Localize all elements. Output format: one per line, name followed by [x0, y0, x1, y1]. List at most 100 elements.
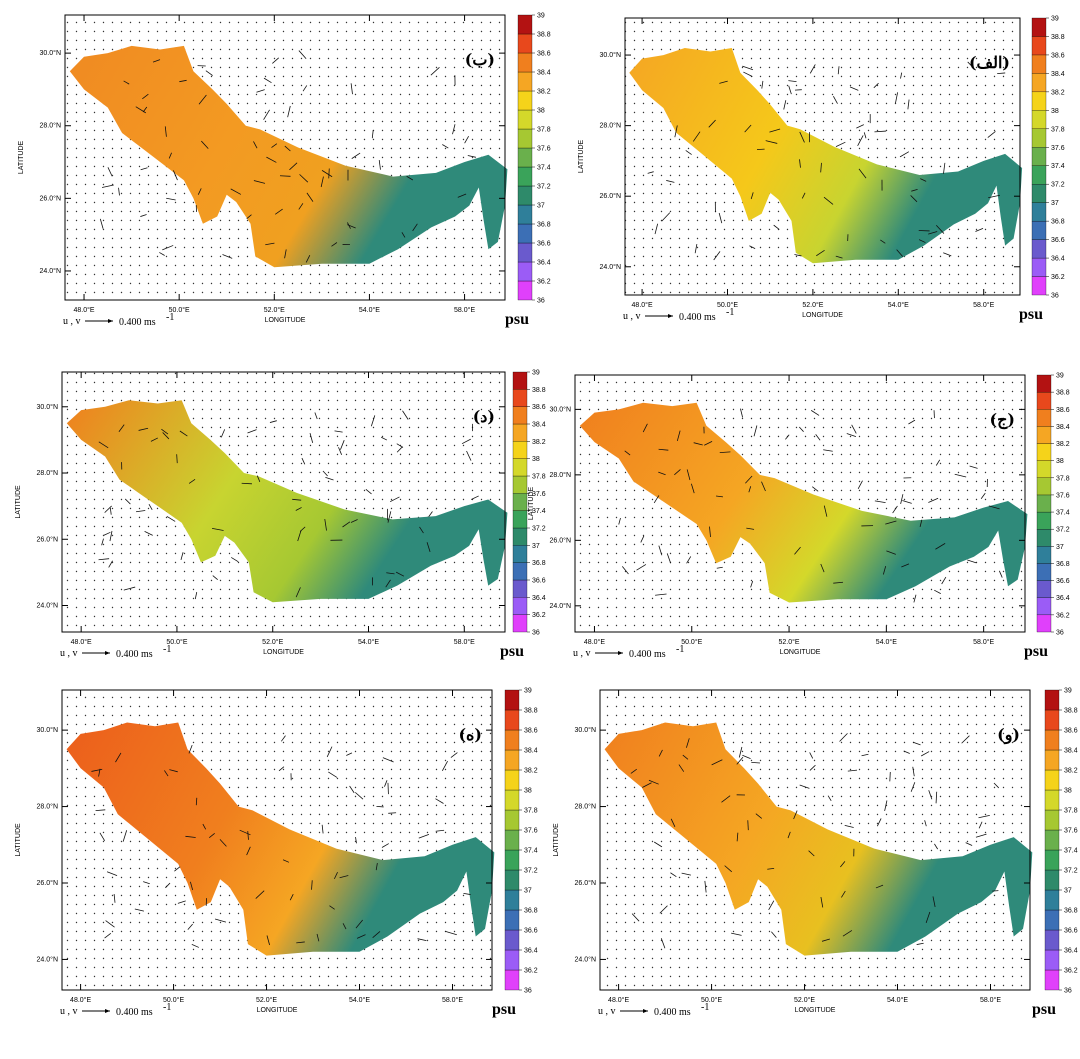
- colorbar-tick-label: 37: [537, 203, 545, 210]
- colorbar-segment: [1032, 129, 1046, 147]
- colorbar-tick-label: 37.8: [537, 127, 551, 134]
- colorbar-segment: [1037, 529, 1051, 546]
- colorbar-segment: [505, 850, 519, 870]
- colorbar-tick-label: 39: [1056, 373, 1064, 380]
- vector-key-components: u , v: [598, 1006, 616, 1017]
- vector-key-head: [105, 651, 110, 655]
- colorbar-tick-label: 37.6: [1064, 828, 1078, 835]
- panel-label: (ب): [465, 50, 495, 69]
- colorbar-segment: [1037, 598, 1051, 615]
- colorbar-segment: [1032, 184, 1046, 202]
- y-tick-label: 28.0°N: [550, 471, 571, 479]
- colorbar-tick-label: 36.2: [532, 612, 546, 619]
- colorbar-segment: [1045, 870, 1059, 890]
- colorbar-tick-label: 36.4: [1064, 948, 1078, 955]
- current-vector: [748, 820, 749, 830]
- x-axis-title: LONGITUDE: [795, 1007, 836, 1014]
- colorbar-tick-label: 38.4: [524, 748, 538, 755]
- colorbar-tick-label: 36: [532, 630, 540, 637]
- colorbar-segment: [1045, 830, 1059, 850]
- colorbar-tick-label: 36.8: [1056, 561, 1070, 568]
- y-axis-title: LATITUDE: [578, 140, 585, 174]
- colorbar-tick-label: 37.8: [1056, 475, 1070, 482]
- colorbar-tick-label: 36.4: [1056, 595, 1070, 602]
- vector-key-head: [618, 651, 623, 655]
- colorbar-tick-label: 36.4: [524, 948, 538, 955]
- y-tick-label: 30.0°N: [550, 405, 571, 413]
- colorbar-segment: [505, 790, 519, 810]
- colorbar-tick-label: 36.6: [1051, 237, 1065, 244]
- colorbar-tick-label: 39: [1051, 16, 1059, 23]
- x-axis-title: LONGITUDE: [257, 1007, 298, 1014]
- colorbar-tick-label: 38.2: [537, 89, 551, 96]
- colorbar-tick-label: 36.8: [1051, 219, 1065, 226]
- colorbar-segment: [1045, 730, 1059, 750]
- colorbar-tick-label: 38.2: [1051, 89, 1065, 96]
- colorbar-segment: [1045, 930, 1059, 950]
- x-tick-label: 58.0°E: [442, 996, 463, 1004]
- colorbar-tick-label: 38.8: [1056, 390, 1070, 397]
- colorbar-segment: [513, 493, 527, 510]
- colorbar-tick-label: 37.2: [532, 526, 546, 533]
- y-tick-label: 24.0°N: [575, 955, 596, 963]
- colorbar-segment: [518, 243, 532, 262]
- colorbar-segment: [513, 528, 527, 545]
- colorbar-tick-label: 37.4: [1051, 163, 1065, 170]
- current-vector: [242, 483, 252, 484]
- colorbar-segment: [513, 615, 527, 632]
- colorbar-segment: [1037, 426, 1051, 443]
- colorbar-tick-label: 37.4: [537, 165, 551, 172]
- colorbar-tick-label: 37.6: [537, 146, 551, 153]
- y-tick-label: 26.0°N: [40, 194, 61, 202]
- colorbar-tick-label: 36.6: [1064, 928, 1078, 935]
- y-tick-label: 26.0°N: [37, 535, 58, 543]
- vector-key-exponent: -1: [166, 312, 174, 323]
- x-tick-label: 48.0°E: [71, 638, 92, 646]
- colorbar-tick-label: 38: [1051, 108, 1059, 115]
- colorbar-tick-label: 38.8: [1051, 34, 1065, 41]
- colorbar-segment: [505, 890, 519, 910]
- colorbar-segment: [1045, 950, 1059, 970]
- colorbar-tick-label: 38: [532, 456, 540, 463]
- colorbar-tick-label: 37.2: [537, 184, 551, 191]
- x-tick-label: 54.0°E: [359, 306, 380, 314]
- colorbar-segment: [1037, 478, 1051, 495]
- colorbar-tick-label: 37: [1051, 200, 1059, 207]
- y-tick-label: 30.0°N: [37, 726, 58, 734]
- colorbar-tick-label: 38: [537, 108, 545, 115]
- colorbar-unit: psu: [505, 311, 529, 328]
- colorbar-tick-label: 36.6: [532, 578, 546, 585]
- colorbar-segment: [513, 511, 527, 528]
- x-tick-label: 48.0°E: [608, 996, 629, 1004]
- colorbar-tick-label: 37.2: [524, 868, 538, 875]
- colorbar-segment: [505, 750, 519, 770]
- colorbar-tick-label: 37.2: [1051, 182, 1065, 189]
- x-tick-label: 52.0°E: [794, 996, 815, 1004]
- colorbar-segment: [518, 262, 532, 281]
- vector-key-components: u , v: [573, 648, 591, 659]
- colorbar-segment: [505, 810, 519, 830]
- colorbar-tick-label: 37.8: [1051, 126, 1065, 133]
- y-tick-label: 24.0°N: [37, 955, 58, 963]
- colorbar-segment: [1032, 55, 1046, 73]
- colorbar-segment: [1032, 277, 1046, 295]
- colorbar-segment: [1037, 461, 1051, 478]
- vector-key-components: u , v: [63, 316, 81, 327]
- colorbar-tick-label: 36.2: [537, 279, 551, 286]
- colorbar-tick-label: 38: [524, 788, 532, 795]
- colorbar-tick-label: 38.8: [532, 387, 546, 394]
- colorbar-segment: [1032, 92, 1046, 110]
- colorbar-tick-label: 38.2: [532, 439, 546, 446]
- vector-key-head: [108, 319, 113, 323]
- colorbar-segment: [1032, 73, 1046, 91]
- colorbar-segment: [513, 597, 527, 614]
- colorbar-segment: [1045, 790, 1059, 810]
- colorbar-segment: [518, 91, 532, 110]
- current-vector: [280, 176, 291, 177]
- colorbar-segment: [1037, 581, 1051, 598]
- colorbar-segment: [513, 580, 527, 597]
- colorbar-segment: [518, 129, 532, 148]
- colorbar-segment: [518, 224, 532, 243]
- colorbar-tick-label: 38.6: [532, 404, 546, 411]
